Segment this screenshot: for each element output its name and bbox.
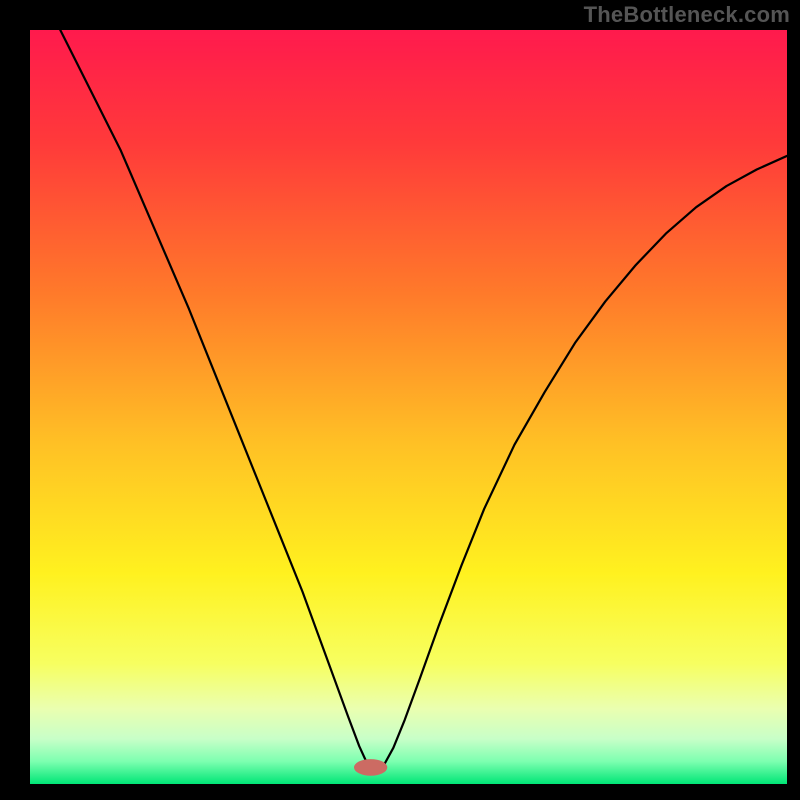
- gradient-background: [30, 30, 787, 784]
- plot-area: [30, 30, 787, 784]
- watermark-text: TheBottleneck.com: [584, 2, 790, 28]
- plot-svg: [30, 30, 787, 784]
- minimum-marker: [354, 759, 387, 776]
- chart-frame: TheBottleneck.com: [0, 0, 800, 800]
